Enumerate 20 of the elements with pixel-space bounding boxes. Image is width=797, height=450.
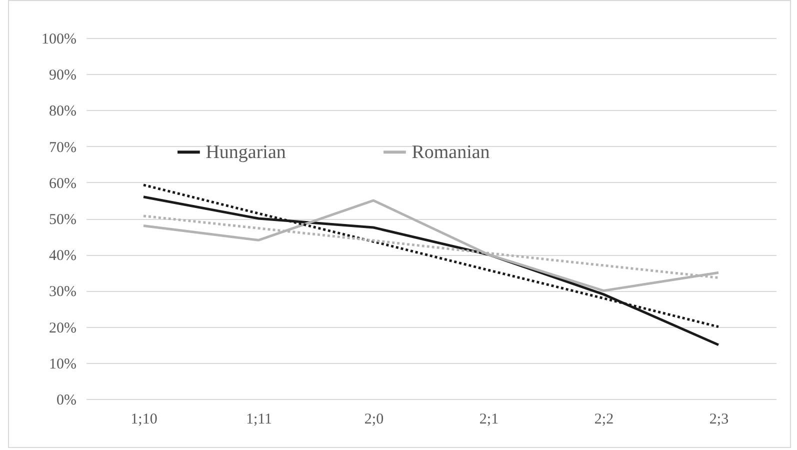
y-tick-label: 10% [49, 356, 76, 372]
legend-label: Romanian [412, 142, 490, 164]
x-tick-label: 1;11 [246, 412, 272, 428]
y-tick-label: 100% [42, 32, 76, 48]
line-series [142, 199, 720, 292]
legend-label: Hungarian [206, 142, 286, 164]
y-tick-label: 30% [49, 284, 76, 300]
y-tick-label: 40% [49, 248, 76, 264]
y-tick-label: 20% [49, 320, 76, 336]
y-tick-label: 50% [49, 212, 76, 228]
y-tick-label: 70% [49, 140, 76, 156]
y-tick-label: 0% [56, 392, 76, 408]
x-tick-label: 1;10 [130, 412, 158, 428]
x-tick-label: 2;3 [709, 412, 729, 428]
x-tick-label: 2;2 [594, 412, 614, 428]
x-tick-label: 2;0 [364, 412, 384, 428]
y-tick-label: 90% [49, 68, 76, 84]
y-tick-label: 80% [49, 104, 76, 120]
y-tick-label: 60% [49, 176, 76, 192]
x-tick-label: 2;1 [479, 412, 499, 428]
